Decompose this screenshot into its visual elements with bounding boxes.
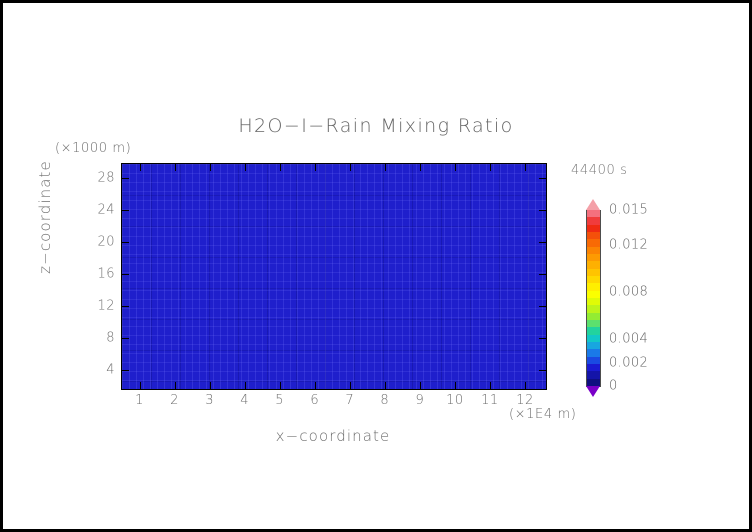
y-axis-tick xyxy=(539,274,546,276)
x-axis-tick xyxy=(314,164,316,171)
x-axis-tick xyxy=(244,164,246,171)
colorbar-tick-label: 0.012 xyxy=(609,237,649,253)
y-axis-unit-label: (×1000 m) xyxy=(55,141,132,156)
colorbar-tick-label: 0 xyxy=(609,378,618,394)
x-axis-tick xyxy=(419,382,421,389)
colorbar-band xyxy=(586,268,601,277)
colorbar-tick-label: 0.015 xyxy=(609,202,649,218)
x-axis-unit-label: (×1E4 m) xyxy=(509,407,577,422)
x-axis-tick-label: 11 xyxy=(481,393,499,408)
x-axis-tick xyxy=(489,382,491,389)
x-axis-tick xyxy=(349,382,351,389)
colorbar-band xyxy=(586,378,601,387)
y-axis-tick xyxy=(122,178,129,180)
x-axis-tick-label: 2 xyxy=(170,393,179,408)
y-axis-tick-label: 4 xyxy=(106,362,115,378)
y-axis-tick-label: 16 xyxy=(97,266,115,282)
x-axis-tick-label: 6 xyxy=(310,393,320,408)
x-axis-tick xyxy=(244,382,246,389)
colorbar-band xyxy=(586,283,601,292)
colorbar-band xyxy=(586,298,601,306)
colorbar-band xyxy=(586,239,601,248)
colorbar-band xyxy=(586,210,601,218)
x-axis-tick-label: 1 xyxy=(135,393,144,408)
x-axis-tick xyxy=(489,164,491,171)
x-axis-tick-label: 8 xyxy=(380,393,390,408)
colorbar-band xyxy=(586,312,601,321)
x-axis-tick-label: 7 xyxy=(345,393,355,408)
colorbar-band xyxy=(586,371,601,380)
colorbar-band xyxy=(586,334,601,343)
x-axis-tick-label: 12 xyxy=(516,393,534,408)
colorbar-band xyxy=(586,261,601,270)
time-annotation: 44400 s xyxy=(571,163,628,178)
y-axis-tick xyxy=(539,210,546,212)
y-axis-tick-label: 8 xyxy=(106,330,115,346)
colorbar-band xyxy=(586,305,601,314)
colorbar-tick-label: 0.008 xyxy=(609,284,649,300)
colorbar-band xyxy=(586,327,601,336)
x-axis-tick xyxy=(524,164,526,171)
x-axis-tick xyxy=(384,164,386,171)
x-axis-tick-label: 9 xyxy=(415,393,425,408)
colorbar-band xyxy=(586,342,601,350)
x-axis-tick xyxy=(454,382,456,389)
colorbar-band xyxy=(586,290,601,299)
colorbar xyxy=(586,210,601,387)
y-axis-tick xyxy=(122,242,129,244)
colorbar-band xyxy=(586,320,601,328)
colorbar-bottom-cap-icon xyxy=(586,386,600,397)
y-axis-tick-label: 20 xyxy=(97,234,115,250)
colorbar-top-cap-icon xyxy=(586,199,600,210)
y-axis-title: z−coordinate xyxy=(36,160,54,274)
x-axis-tick xyxy=(314,382,316,389)
y-axis-tick xyxy=(539,337,546,339)
colorbar-band xyxy=(586,356,601,365)
colorbar-band xyxy=(586,364,601,372)
y-axis-tick xyxy=(122,210,129,212)
y-axis-tick xyxy=(122,274,129,276)
x-axis-tick xyxy=(139,164,141,171)
y-axis-tick xyxy=(122,337,129,339)
colorbar-band xyxy=(586,224,601,233)
y-axis-tick xyxy=(539,178,546,180)
x-axis-tick xyxy=(384,382,386,389)
x-axis-tick xyxy=(524,382,526,389)
colorbar-band xyxy=(586,232,601,240)
x-axis-tick xyxy=(279,164,281,171)
x-axis-tick xyxy=(139,382,141,389)
y-axis-tick xyxy=(122,369,129,371)
x-axis-tick-label: 10 xyxy=(446,393,464,408)
x-axis-tick xyxy=(349,164,351,171)
x-axis-tick xyxy=(454,164,456,171)
y-axis-tick xyxy=(539,369,546,371)
x-axis-tick xyxy=(419,164,421,171)
colorbar-tick-label: 0.002 xyxy=(609,355,649,371)
colorbar-tick-label: 0.004 xyxy=(609,331,649,347)
y-axis-tick-label: 24 xyxy=(97,202,115,218)
x-axis-tick xyxy=(174,382,176,389)
y-axis-tick xyxy=(122,306,129,308)
y-axis-tick-label: 28 xyxy=(97,170,115,186)
x-axis-tick xyxy=(209,164,211,171)
colorbar-band xyxy=(586,349,601,358)
colorbar-band xyxy=(586,217,601,226)
colorbar-band xyxy=(586,246,601,255)
y-axis-tick xyxy=(539,306,546,308)
x-axis-tick xyxy=(209,382,211,389)
plot-area xyxy=(121,163,547,390)
colorbar-band xyxy=(586,254,601,262)
x-axis-tick-label: 4 xyxy=(240,393,250,408)
page-title: H2O−I−Rain Mixing Ratio xyxy=(238,115,514,137)
colorbar-band xyxy=(586,276,601,284)
x-axis-tick xyxy=(279,382,281,389)
x-axis-tick-label: 3 xyxy=(205,393,214,408)
x-axis-tick-label: 5 xyxy=(275,393,285,408)
y-axis-tick-label: 12 xyxy=(97,298,115,314)
x-axis-tick xyxy=(174,164,176,171)
contour-field xyxy=(122,164,546,389)
y-axis-tick xyxy=(539,242,546,244)
x-axis-title: x−coordinate xyxy=(275,427,391,445)
